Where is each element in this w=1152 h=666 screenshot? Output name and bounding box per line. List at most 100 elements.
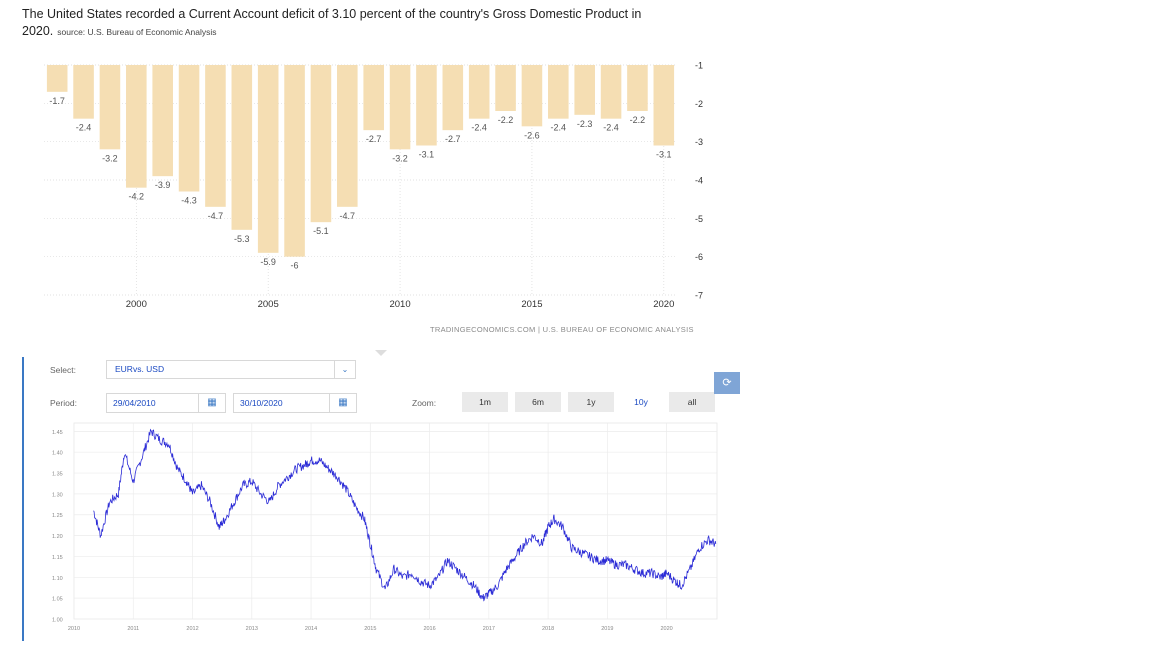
y-tick-label: 1.20 [52,534,63,540]
chevron-down-icon[interactable]: ⌄ [334,361,355,378]
data-label: -3.1 [656,150,672,160]
x-tick-label: 2014 [305,626,317,632]
data-label: -3.1 [419,150,435,160]
zoom-all-button[interactable]: all [669,392,715,412]
y-tick-label: -7 [695,291,703,301]
calendar-icon[interactable]: ▦ [198,394,225,412]
calendar-icon[interactable]: ▦ [329,394,356,412]
y-tick-label: 1.10 [52,576,63,582]
bar [468,65,490,119]
y-tick-label: 1.45 [52,430,63,436]
data-label: -2.4 [76,123,92,133]
date-from-field[interactable]: 29/04/2010 ▦ [106,393,226,413]
x-tick-label: 2016 [423,626,435,632]
bar [46,65,68,92]
y-tick-label: 1.15 [52,555,63,561]
data-label: -2.6 [524,130,540,140]
x-tick-label: 2013 [246,626,258,632]
zoom-10y-button[interactable]: 10y [618,392,664,412]
headline-source: source: U.S. Bureau of Economic Analysis [57,27,217,37]
data-label: -2.4 [603,123,619,133]
x-tick-label: 2020 [653,299,674,310]
bar [416,65,437,146]
x-tick-label: 2000 [126,299,147,310]
data-label: -3.2 [102,153,118,163]
share-icon[interactable]: ⟳ [714,372,740,394]
x-tick-label: 2012 [186,626,198,632]
x-tick-label: 2019 [601,626,613,632]
data-label: -3.9 [155,180,171,190]
y-tick-label: -1 [695,61,703,71]
zoom-label: Zoom: [412,398,437,408]
currency-pair-select[interactable]: EURvs. USD ⌄ [106,360,356,379]
bar [574,65,595,115]
data-label: -5.3 [234,234,250,244]
bar [389,65,411,150]
select-label: Select: [50,365,76,375]
zoom-6m-button[interactable]: 6m [515,392,561,412]
bar [231,65,253,230]
bar [337,65,358,207]
bar [99,65,121,150]
x-tick-label: 2018 [542,626,554,632]
y-tick-label: -6 [695,252,703,262]
x-tick-label: 2005 [258,299,279,310]
data-label: -4.2 [129,192,145,202]
data-label: -2.2 [630,115,646,125]
bar [600,65,622,119]
y-tick-label: -3 [695,137,703,147]
y-tick-label: 1.30 [52,492,63,498]
data-label: -4.7 [208,211,224,221]
x-tick-label: 2010 [68,626,80,632]
data-label: -6 [291,261,299,271]
bar [653,65,675,146]
bar [495,65,516,111]
headline: The United States recorded a Current Acc… [22,6,692,41]
x-tick-label: 2011 [127,626,139,632]
data-label: -2.7 [445,134,461,144]
bar [73,65,94,119]
zoom-1y-button[interactable]: 1y [568,392,614,412]
zoom-1m-button[interactable]: 1m [462,392,508,412]
currency-pair-value: EURvs. USD [115,364,165,374]
y-tick-label: 1.35 [52,472,63,478]
y-tick-label: -4 [695,176,703,186]
bar [152,65,173,177]
data-label: -2.3 [577,119,593,129]
data-label: -1.7 [49,96,65,106]
y-tick-label: 1.05 [52,597,63,603]
x-tick-label: 2015 [521,299,542,310]
date-from-value: 29/04/2010 [113,398,156,408]
data-label: -2.4 [471,123,487,133]
current-account-bar-chart: -1 -2 -3 -4 -5 -6 -7 2000 2005 2010 2015 2020 -1.7 -2… [44,61,703,310]
data-label: -2.4 [551,123,567,133]
data-label: -5.1 [313,226,329,236]
bar [257,65,279,253]
bar [548,65,569,119]
x-tick-label: 2020 [661,626,673,632]
data-label: -5.9 [260,257,276,267]
bar [205,65,226,207]
y-tick-label: 1.00 [52,618,63,624]
bar [521,65,543,127]
bar [284,65,305,257]
eurusd-line-chart: 1.00 1.05 1.10 1.15 1.20 1.25 1.30 1.35 1.40 1.45… [52,422,718,632]
date-to-value: 30/10/2020 [240,398,283,408]
bar [627,65,648,111]
bar [126,65,147,188]
y-tick-label: 1.40 [52,451,63,457]
period-label: Period: [50,398,77,408]
bar [442,65,464,131]
eurusd-series-line [93,428,717,602]
date-to-field[interactable]: 30/10/2020 ▦ [233,393,357,413]
data-label: -2.2 [498,115,514,125]
data-label: -4.7 [340,211,356,221]
pointer-arrow [375,350,387,356]
bar [363,65,384,131]
chart-attribution: TRADINGECONOMICS.COM | U.S. BUREAU OF EC… [430,325,694,334]
y-tick-label: 1.25 [52,513,63,519]
fx-chart-panel: Select: EURvs. USD ⌄ Period: 29/04/2010 … [22,357,726,641]
x-tick-label: 2017 [483,626,495,632]
y-tick-label: -5 [695,214,703,224]
y-tick-label: -2 [695,99,703,109]
